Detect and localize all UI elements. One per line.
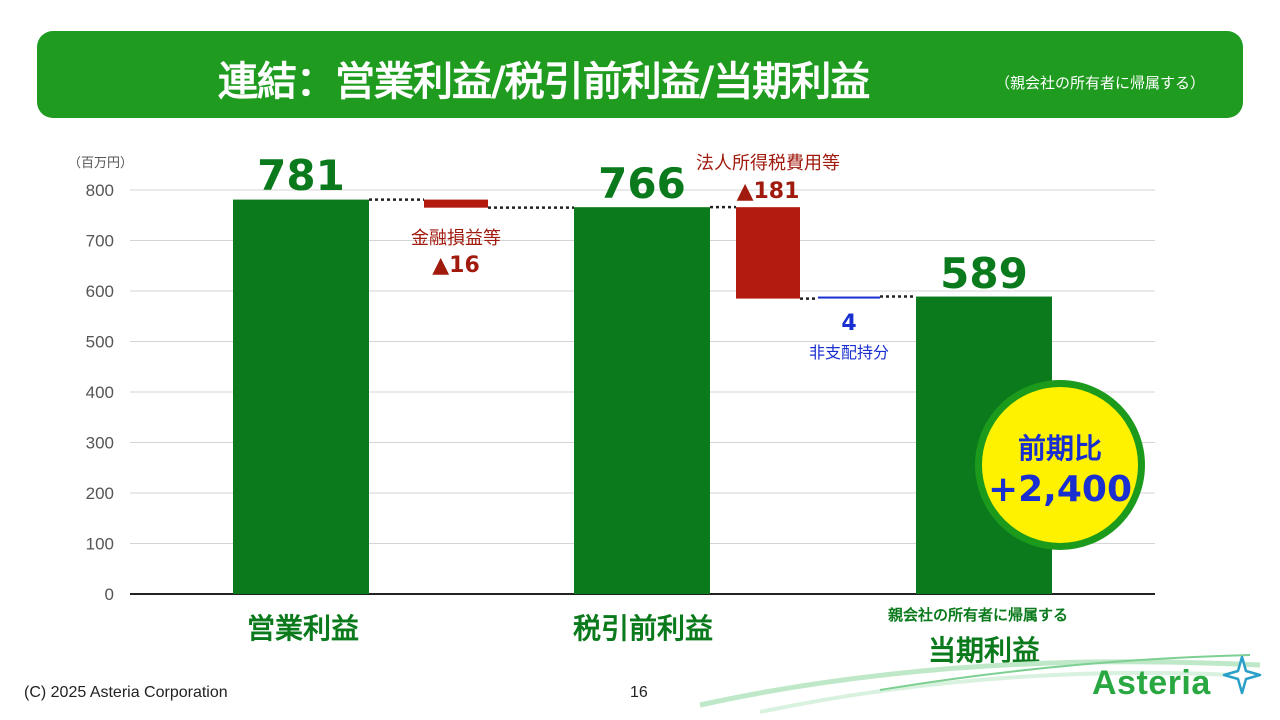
bar-decrease <box>736 207 800 299</box>
bar-total <box>574 207 710 595</box>
copyright-text: (C) 2025 Asteria Corporation <box>24 684 228 701</box>
x-category-label: 税引前利益 <box>573 612 713 645</box>
page-number: 16 <box>630 684 648 701</box>
y-tick-label: 300 <box>86 434 114 453</box>
bar-value-label: 781 <box>257 151 345 200</box>
y-tick-label: 0 <box>105 585 114 604</box>
unit-label: （百万円） <box>68 156 133 171</box>
sparkle-icon <box>1222 655 1262 695</box>
delta-value-label: ▲16 <box>432 253 480 278</box>
delta-name-label: 非支配持分 <box>809 343 889 362</box>
y-tick-label: 800 <box>86 181 114 200</box>
bar-value-label: 589 <box>940 249 1028 298</box>
x-category-label: 当期利益 <box>928 634 1040 667</box>
delta-value-label: 4 <box>841 311 856 336</box>
delta-name-label: 金融損益等 <box>411 228 501 249</box>
page-subtitle: （親会社の所有者に帰属する） <box>995 74 1206 92</box>
x-category-sublabel: 親会社の所有者に帰属する <box>888 606 1068 624</box>
page-title: 連結：営業利益/税引前利益/当期利益 <box>218 59 870 105</box>
bar-value-label: 766 <box>598 159 686 208</box>
x-category-label: 営業利益 <box>247 612 359 645</box>
delta-name-label: 法人所得税費用等 <box>696 153 840 174</box>
y-tick-label: 600 <box>86 282 114 301</box>
y-tick-label: 100 <box>86 535 114 554</box>
brand-logo: Asteria <box>1092 664 1211 702</box>
comparison-badge: 前期比 +2,400 <box>975 380 1145 550</box>
y-tick-label: 200 <box>86 484 114 503</box>
badge-value: +2,400 <box>987 469 1133 510</box>
badge-label: 前期比 <box>1017 432 1102 465</box>
delta-value-label: ▲181 <box>737 179 800 204</box>
y-tick-label: 700 <box>86 232 114 251</box>
bar-increase <box>818 296 880 299</box>
bar-decrease <box>424 199 488 208</box>
title-bar <box>37 31 1243 118</box>
bar-total <box>233 199 369 594</box>
y-tick-label: 400 <box>86 383 114 402</box>
y-tick-label: 500 <box>86 333 114 352</box>
